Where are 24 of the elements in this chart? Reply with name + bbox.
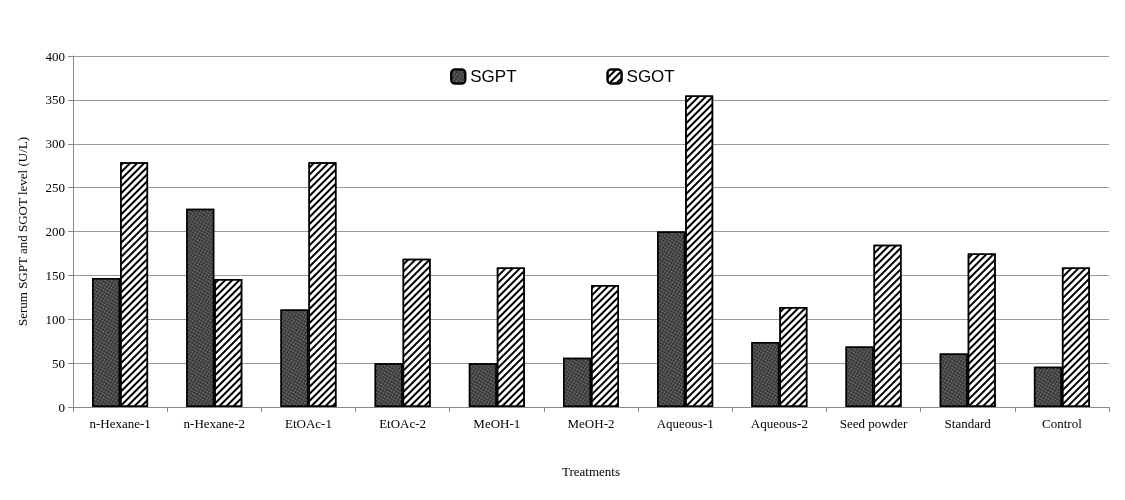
y-tick-label: 250 bbox=[45, 180, 65, 196]
y-tick-label: 100 bbox=[45, 311, 65, 327]
y-tick-label: 0 bbox=[58, 399, 65, 415]
y-tick-label: 200 bbox=[45, 224, 65, 239]
legend-label: SGPT bbox=[470, 67, 517, 86]
x-tick-label: MeOH-1 bbox=[473, 416, 521, 431]
x-tick-label: Aqueous-1 bbox=[656, 416, 714, 431]
legend-label: SGOT bbox=[626, 67, 675, 86]
y-tick-label: 50 bbox=[52, 355, 65, 371]
y-tick-label: 350 bbox=[45, 92, 65, 108]
y-axis-title: Serum SGPT and SGOT level (U/L) bbox=[15, 136, 30, 327]
x-tick-label: MeOH-2 bbox=[567, 416, 615, 431]
x-tick-label: EtOAc-2 bbox=[379, 416, 427, 431]
y-tick-label: 150 bbox=[45, 267, 65, 283]
x-tick-label: n-Hexane-1 bbox=[89, 416, 151, 431]
x-tick-label: Aqueous-2 bbox=[750, 416, 808, 431]
x-tick-label: Standard bbox=[944, 416, 992, 431]
x-axis-title: Treatments bbox=[561, 464, 621, 479]
x-tick-label: EtOAc-1 bbox=[284, 416, 332, 431]
x-tick-label: Seed powder bbox=[839, 416, 908, 431]
x-tick-label: n-Hexane-2 bbox=[183, 416, 245, 431]
y-tick-label: 300 bbox=[45, 136, 65, 152]
x-tick-label: Control bbox=[1042, 416, 1083, 431]
y-tick-label: 400 bbox=[45, 48, 65, 64]
